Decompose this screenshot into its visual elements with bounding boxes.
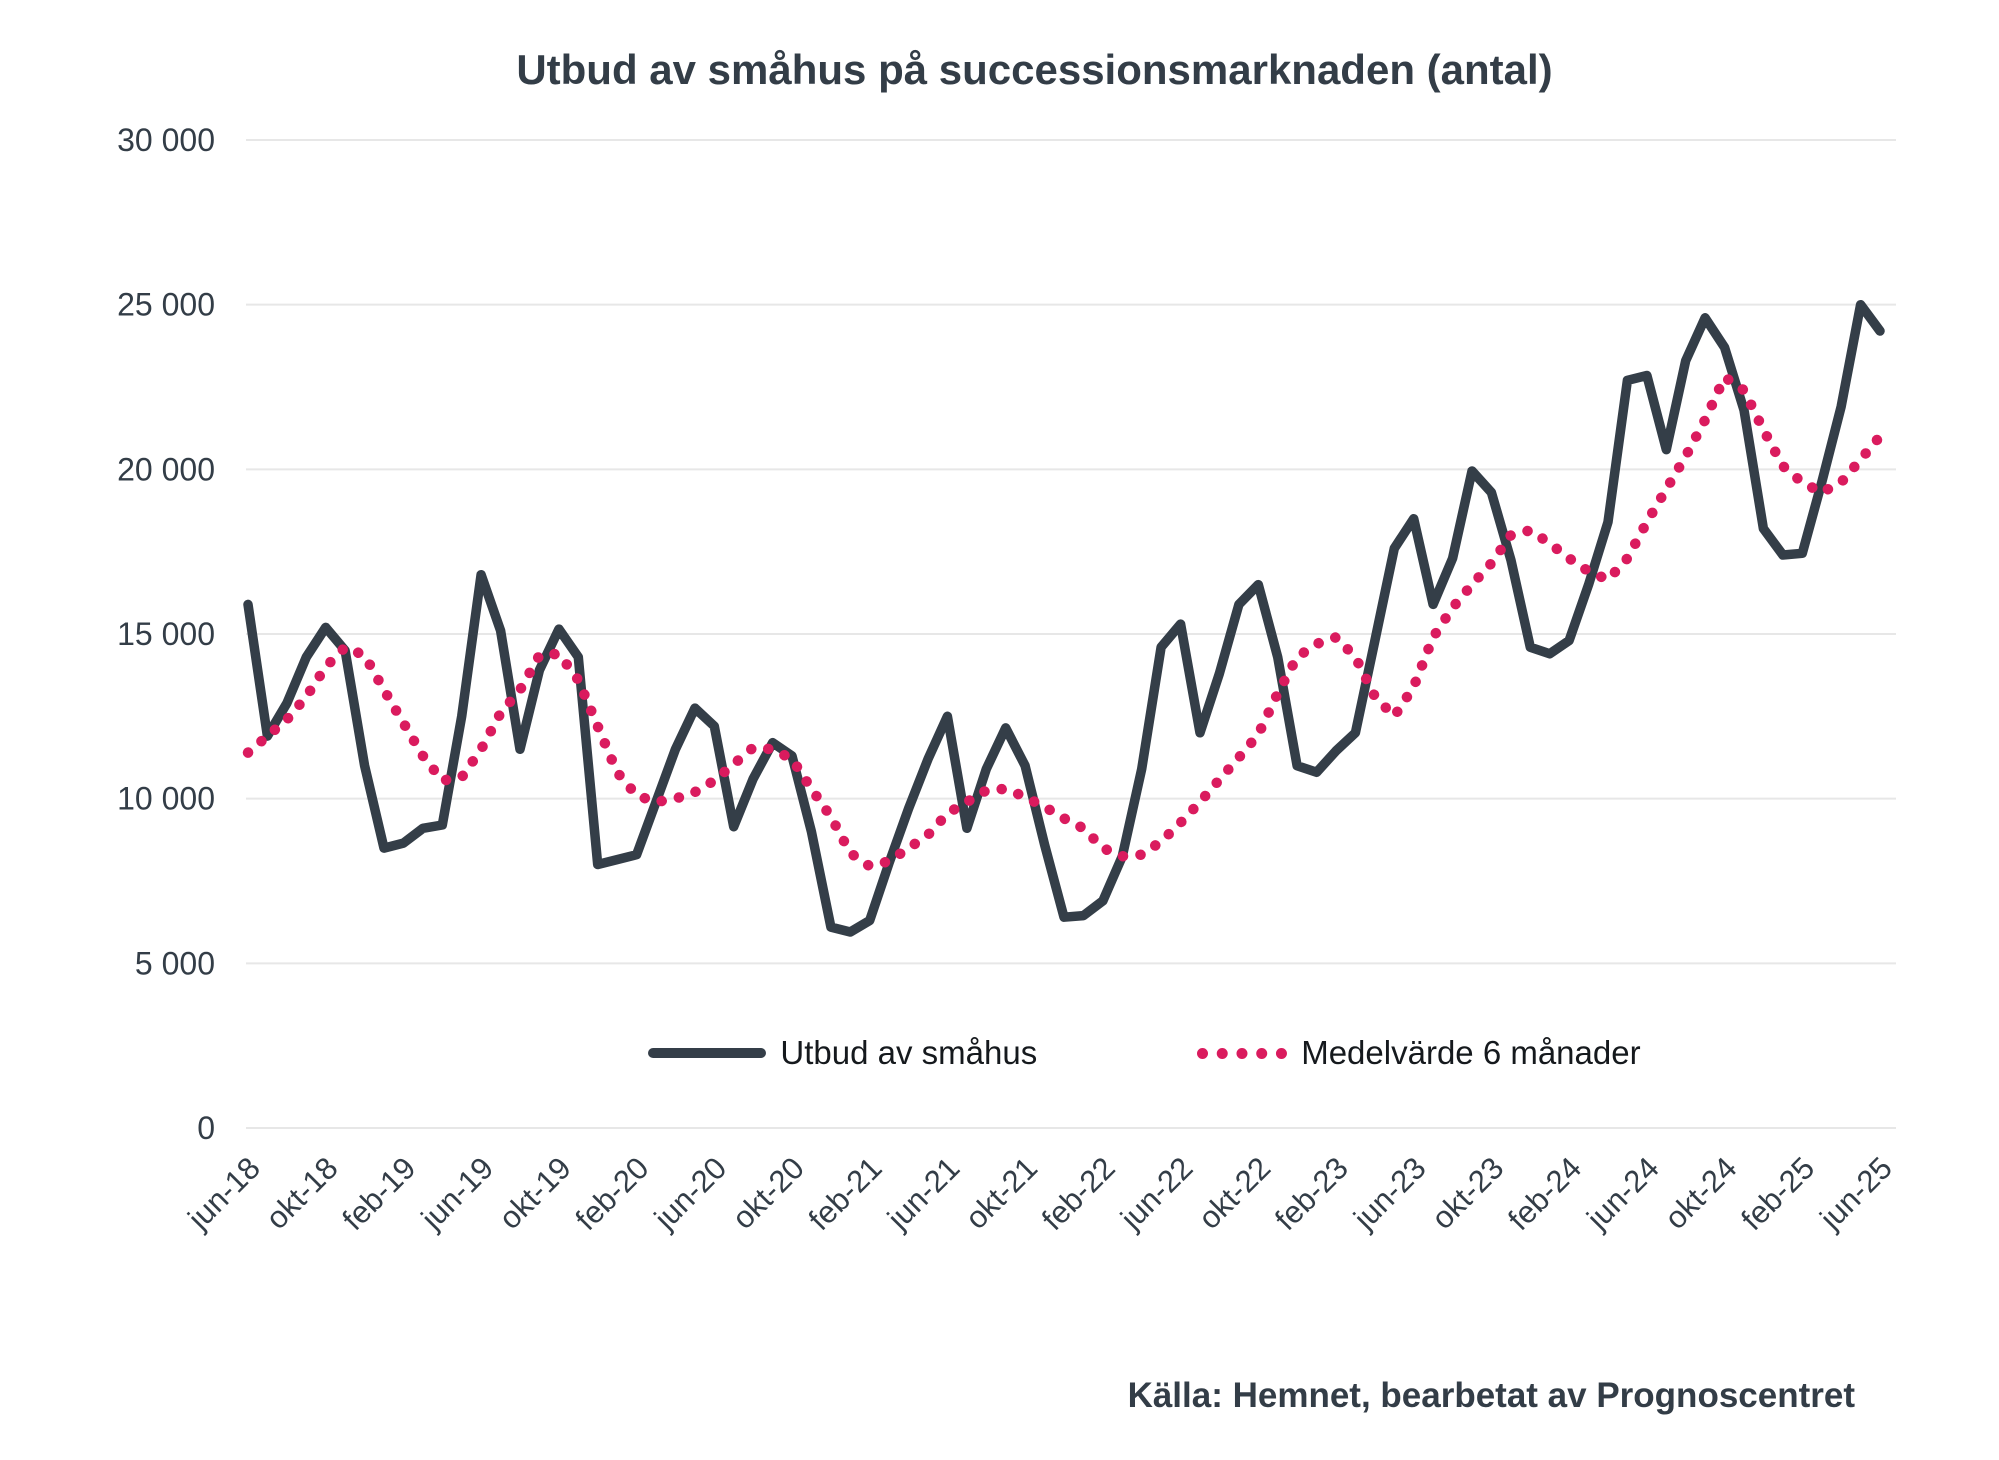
x-axis-label: okt-21 — [958, 1150, 1044, 1236]
x-axis-label: jun-25 — [1813, 1150, 1899, 1236]
y-axis-label: 15 000 — [117, 616, 215, 652]
x-axis-label: okt-22 — [1192, 1150, 1278, 1236]
x-axis-label: jun-22 — [1113, 1150, 1199, 1236]
legend-item-utbud: Utbud av småhus — [648, 1034, 1037, 1072]
x-axis-label: okt-23 — [1425, 1150, 1511, 1236]
y-axis-label: 25 000 — [117, 287, 215, 323]
x-axis-label: okt-24 — [1658, 1150, 1744, 1236]
x-axis-label: okt-20 — [725, 1150, 811, 1236]
y-axis-label: 10 000 — [117, 781, 215, 817]
legend-label-medelvarde: Medelvärde 6 månader — [1301, 1034, 1641, 1071]
x-axis-label: feb-20 — [569, 1150, 656, 1237]
y-axis-label: 0 — [197, 1110, 215, 1146]
y-axis-label: 5 000 — [135, 945, 215, 981]
x-axis-label: jun-21 — [880, 1150, 966, 1236]
dotted-line-swatch-icon — [1197, 1047, 1288, 1059]
x-axis-label: feb-23 — [1268, 1150, 1355, 1237]
x-axis-label: feb-24 — [1501, 1150, 1588, 1237]
x-axis-label: okt-18 — [259, 1150, 345, 1236]
chart-legend: Utbud av småhus Medelvärde 6 månader — [0, 1026, 1999, 1080]
series-line-medelvarde — [242, 371, 1886, 872]
x-axis-label: jun-24 — [1579, 1150, 1665, 1236]
x-axis-label: feb-19 — [335, 1150, 422, 1237]
y-axis-label: 30 000 — [117, 122, 215, 158]
source-attribution: Källa: Hemnet, bearbetat av Prognoscentr… — [1127, 1376, 1855, 1415]
y-axis-label: 20 000 — [117, 451, 215, 487]
x-axis-label: feb-22 — [1035, 1150, 1122, 1237]
solid-line-swatch-icon — [648, 1048, 767, 1058]
x-axis-label: jun-19 — [414, 1150, 500, 1236]
legend-label-utbud: Utbud av småhus — [780, 1034, 1038, 1071]
x-axis-label: jun-18 — [181, 1150, 267, 1236]
chart-title: Utbud av småhus på successionsmarknaden … — [516, 46, 1553, 93]
x-axis-label: jun-20 — [647, 1150, 733, 1236]
series-line-utbud — [243, 299, 1885, 937]
x-axis-label: okt-19 — [492, 1150, 578, 1236]
legend-item-medelvarde: Medelvärde 6 månader — [1197, 1034, 1641, 1072]
x-axis-label: jun-23 — [1346, 1150, 1432, 1236]
x-axis-label: feb-21 — [802, 1150, 889, 1237]
x-axis-label: feb-25 — [1734, 1150, 1821, 1237]
